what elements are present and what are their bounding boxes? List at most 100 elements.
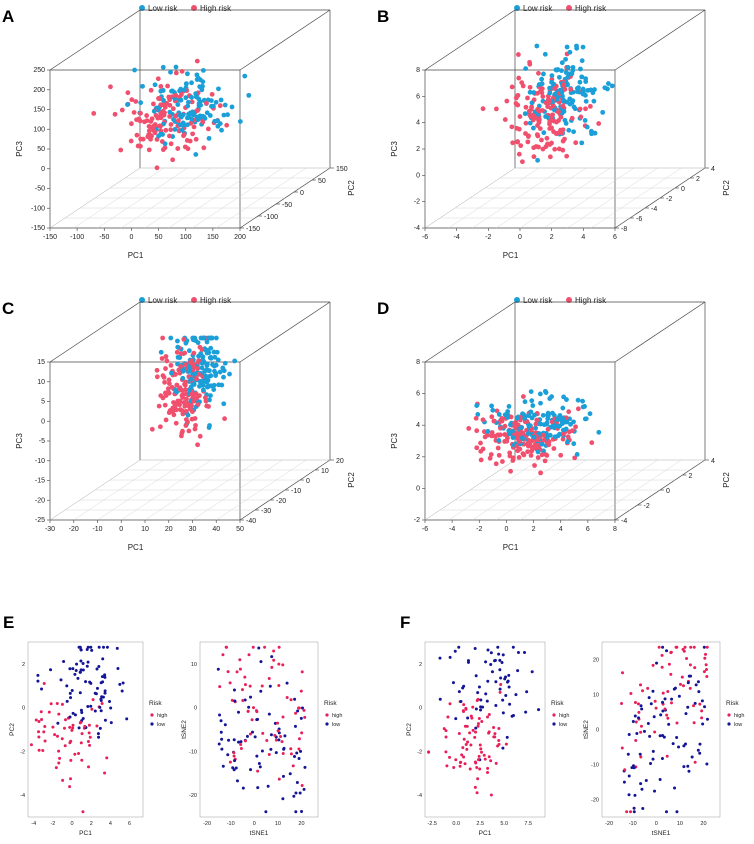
point-low — [633, 793, 637, 797]
point-low-risk — [538, 400, 543, 406]
point-high-risk — [173, 113, 179, 119]
x-tick-label: 4 — [581, 234, 585, 241]
point-high — [95, 724, 99, 728]
point-low-risk — [529, 100, 535, 106]
point-high-risk — [183, 387, 188, 393]
plot-area — [601, 641, 721, 818]
point-low-risk — [575, 397, 581, 403]
point-low — [673, 786, 677, 790]
point-high-risk — [162, 402, 168, 408]
point-high-risk — [516, 126, 522, 132]
point-low-risk — [518, 425, 524, 430]
legend: Risk high low — [324, 700, 342, 728]
point-low — [501, 746, 505, 750]
point-low-risk — [474, 403, 480, 408]
point-high — [473, 785, 477, 789]
scatter-4: -20 -10 0 10 20 tSNE1 20 10 0 -10 -20 tSNE2 Risk high… — [583, 641, 744, 837]
point-high — [100, 702, 104, 706]
point-low-risk — [534, 43, 540, 49]
point-low — [96, 732, 100, 736]
floor-grid — [65, 459, 315, 521]
y-tick-label: 2 — [416, 146, 420, 153]
point-low — [79, 659, 83, 663]
point-high — [705, 645, 709, 649]
point-high-risk — [173, 420, 179, 426]
point-high — [468, 731, 472, 735]
point-low — [641, 807, 645, 811]
point-low — [639, 704, 643, 708]
point-high-risk — [474, 428, 480, 434]
point-high — [460, 753, 464, 757]
x-tick-label: 0 — [504, 526, 508, 533]
point-high-risk — [112, 111, 118, 117]
point-high-risk — [168, 362, 174, 368]
y-tick-label: 150 — [33, 107, 45, 114]
point-low-risk — [186, 111, 191, 117]
point-high — [473, 760, 477, 764]
point-high-risk — [157, 424, 163, 430]
point-high-risk — [148, 136, 153, 142]
point-high — [625, 810, 629, 814]
point-low — [86, 705, 90, 709]
point-low — [671, 742, 675, 746]
point-high-risk — [568, 87, 574, 92]
point-high — [689, 645, 693, 649]
panel-c: C Low risk High risk-30 -20 -10 0 10 20 30 40 50PC… — [2, 296, 356, 552]
point-low-risk — [575, 87, 581, 93]
point-low — [658, 734, 662, 738]
point-high-risk — [178, 351, 184, 357]
x-tick-label: -10 — [227, 821, 235, 827]
point-low-risk — [490, 407, 496, 413]
point-low — [459, 699, 463, 703]
point-low — [485, 699, 489, 703]
point-high — [688, 686, 692, 690]
point-low — [438, 697, 442, 701]
legend-low-label: Low risk — [148, 296, 178, 305]
point-low-risk — [221, 112, 227, 118]
point-high-risk — [566, 409, 572, 415]
y-tick-label: 250 — [33, 67, 45, 74]
point-high — [81, 810, 85, 814]
point-high-risk — [535, 455, 541, 460]
point-low — [523, 650, 527, 654]
point-low — [698, 751, 702, 755]
point-low — [217, 742, 221, 746]
point-high-risk — [194, 58, 200, 64]
z-tick-label: 10 — [321, 468, 329, 475]
point-low — [264, 810, 268, 814]
point-high — [289, 747, 293, 751]
point-high-risk — [515, 92, 521, 98]
point-high — [476, 777, 480, 781]
point-low — [249, 695, 253, 699]
point-high — [37, 748, 41, 752]
data-points — [427, 645, 541, 797]
point-high-risk — [533, 421, 539, 427]
point-high-risk — [520, 451, 526, 456]
legend-high-marker — [727, 713, 731, 717]
point-low-risk — [220, 365, 226, 371]
point-high-risk — [173, 70, 179, 76]
point-high — [276, 729, 280, 733]
point-low-risk — [543, 390, 549, 395]
y-tick-label: -2 — [20, 749, 25, 755]
point-low-risk — [574, 452, 580, 457]
point-low — [501, 653, 505, 657]
point-high — [480, 750, 484, 754]
box-edge — [424, 9, 516, 71]
point-low — [649, 762, 653, 766]
point-high — [634, 720, 638, 724]
z-tick-label: -100 — [264, 214, 278, 221]
point-high-risk — [539, 452, 545, 458]
point-low — [677, 694, 681, 698]
point-high — [462, 703, 466, 707]
point-low — [505, 735, 509, 739]
point-high — [693, 666, 697, 670]
z-tick-label: -20 — [276, 498, 286, 505]
point-low — [675, 735, 679, 739]
point-high-risk — [91, 111, 97, 116]
point-high-risk — [222, 416, 227, 422]
x-tick-label: 10 — [275, 821, 281, 827]
point-high — [667, 662, 671, 666]
point-high — [641, 689, 645, 693]
point-high-risk — [498, 425, 503, 431]
